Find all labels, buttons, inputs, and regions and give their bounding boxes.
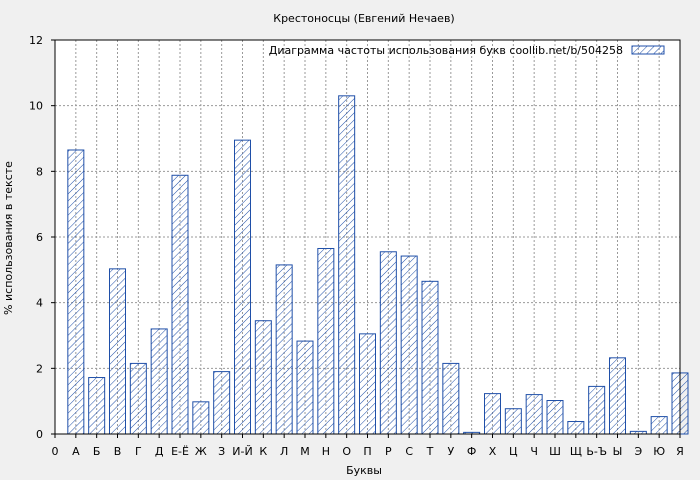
y-axis-label: % использования в тексте <box>2 161 15 315</box>
y-tick-label: 8 <box>36 165 43 178</box>
bar-П <box>359 333 376 435</box>
x-tick-label: Ж <box>195 445 207 458</box>
x-tick-label: О <box>342 445 351 458</box>
x-tick-label: Т <box>426 445 434 458</box>
x-tick-label: У <box>447 445 454 458</box>
bar-М <box>296 340 314 435</box>
bar-А <box>67 149 85 435</box>
x-tick-label: Я <box>676 445 684 458</box>
bar-Д <box>150 328 168 435</box>
bar-Ю <box>650 416 668 435</box>
legend-label: Диаграмма частоты использования букв coo… <box>269 44 623 57</box>
bar-Н <box>317 247 335 435</box>
bar-К <box>254 320 272 435</box>
bar-Е-Ё <box>171 174 189 435</box>
bar-У <box>442 362 460 435</box>
bar-Ч <box>525 394 543 435</box>
y-tick-label: 6 <box>36 231 43 244</box>
x-tick-label: 0 <box>52 445 59 458</box>
x-tick-label: З <box>218 445 225 458</box>
bar-Щ <box>567 421 585 435</box>
x-tick-label: Ы <box>613 445 623 458</box>
x-tick-label: Б <box>93 445 101 458</box>
bar-Ж <box>192 401 210 435</box>
x-tick-label: Ь-Ъ <box>586 445 607 458</box>
legend: Диаграмма частоты использования букв coo… <box>269 44 665 57</box>
bar-Т <box>421 280 439 435</box>
bar-Л <box>275 264 293 435</box>
y-tick-label: 2 <box>36 362 43 375</box>
x-tick-label: Ш <box>549 445 561 458</box>
x-tick-label: Н <box>322 445 330 458</box>
bar-Х <box>484 393 501 435</box>
x-tick-label: Ф <box>467 445 476 458</box>
x-tick-label: Д <box>155 445 164 458</box>
bar-О <box>338 95 356 435</box>
x-axis-label: Буквы <box>346 464 382 477</box>
x-tick-label: Щ <box>570 445 582 458</box>
x-tick-label: А <box>72 445 80 458</box>
y-axis-ticks: 0 2 4 6 8 10 12 <box>29 34 55 441</box>
bar-Ь-Ъ <box>588 385 606 435</box>
bar-series <box>67 95 689 435</box>
y-tick-label: 0 <box>36 428 43 441</box>
chart-title: Крестоносцы (Евгений Нечаев) <box>273 12 454 25</box>
bar-С <box>400 255 418 435</box>
bar-Ц <box>504 408 522 435</box>
bar-Р <box>379 251 397 435</box>
x-tick-label: Е-Ё <box>171 445 189 458</box>
x-tick-label: Ч <box>530 445 538 458</box>
x-tick-label: Ю <box>653 445 665 458</box>
x-tick-label: К <box>259 445 267 458</box>
x-tick-label: Л <box>280 445 288 458</box>
x-tick-label: Х <box>489 445 497 458</box>
y-tick-label: 12 <box>29 34 43 47</box>
bar-З <box>213 371 231 435</box>
x-tick-label: С <box>405 445 413 458</box>
bar-В <box>109 268 126 435</box>
x-tick-label: Э <box>634 445 642 458</box>
bar-Г <box>129 362 147 435</box>
x-tick-label: И-Й <box>232 445 252 458</box>
y-tick-label: 4 <box>36 297 43 310</box>
bar-Б <box>88 377 106 435</box>
bar-И-Й <box>234 139 251 435</box>
x-tick-label: Г <box>135 445 142 458</box>
bar-Ы <box>609 357 626 435</box>
x-tick-label: Ц <box>509 445 518 458</box>
legend-swatch <box>631 45 665 55</box>
x-tick-label: М <box>300 445 310 458</box>
x-axis-ticks: 0 А Б В Г Д Е-Ё Ж З И-Й К Л М Н О П Р С Т У Ф Х Ц Ч Ш Щ Ь-Ъ Ы Э Ю Я <box>52 434 684 458</box>
bar-Ш <box>546 400 564 435</box>
y-tick-label: 10 <box>29 100 43 113</box>
x-tick-label: Р <box>385 445 392 458</box>
x-tick-label: П <box>363 445 371 458</box>
x-tick-label: В <box>114 445 122 458</box>
